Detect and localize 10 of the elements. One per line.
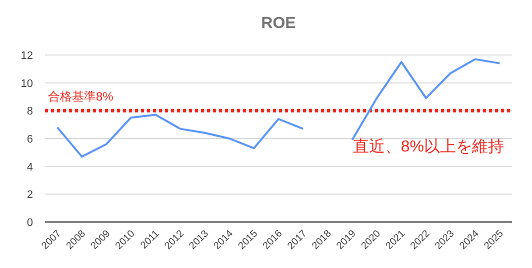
- y-tick-label: 0: [26, 217, 33, 229]
- annotation: 直近、8%以上を維持: [352, 137, 504, 156]
- y-tick-label: 4: [26, 161, 33, 174]
- y-tick-label: 10: [20, 78, 33, 90]
- ref-line-label: 合格基準8%: [48, 90, 114, 104]
- chart-title: ROE: [261, 15, 296, 32]
- y-tick-label: 12: [20, 50, 33, 62]
- y-tick-label: 6: [26, 134, 33, 146]
- y-tick-label: 2: [26, 189, 33, 202]
- y-tick-label: 8: [26, 106, 33, 118]
